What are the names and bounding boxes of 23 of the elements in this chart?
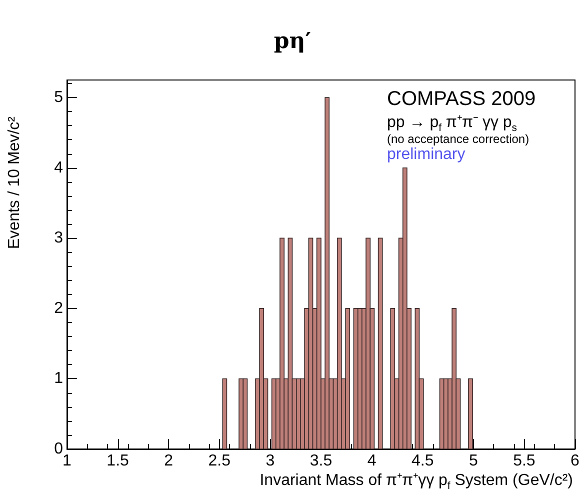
y-tick-label: 0: [54, 440, 64, 458]
chart-title: pη′: [272, 28, 312, 54]
annotation: (no acceptance correction): [387, 132, 530, 146]
x-tick-label: 2.5: [208, 452, 231, 470]
y-tick-label: 2: [54, 300, 64, 317]
y-axis-title: Events / 10 Mev/c²: [6, 116, 24, 249]
x-tick-label: 5.5: [513, 452, 536, 470]
x-tick-label: 6: [570, 452, 580, 470]
y-tick-label: 5: [54, 89, 64, 106]
x-tick-label: 1.5: [106, 452, 130, 470]
annotation: preliminary: [387, 146, 466, 164]
y-tick-label: 1: [54, 370, 64, 388]
annotation: pp → p$_{f}$ π⁺π⁻ γγ p$_{s}$: [387, 114, 517, 134]
x-axis-title: Invariant Mass of π⁺π⁺γγ p$_{f}$ System (GeV/c²): [260, 471, 573, 492]
x-tick-label: 2: [164, 452, 174, 470]
y-tick-label: 4: [54, 159, 64, 176]
x-tick-label: 3.5: [310, 452, 332, 470]
y-tick-label: 3: [54, 230, 64, 247]
annotation: COMPASS 2009: [387, 88, 536, 111]
x-tick-label: 4: [367, 452, 376, 470]
x-tick-label: 4.5: [411, 452, 434, 470]
x-tick-label: 3: [266, 452, 275, 470]
x-tick-label: 5: [468, 452, 478, 470]
